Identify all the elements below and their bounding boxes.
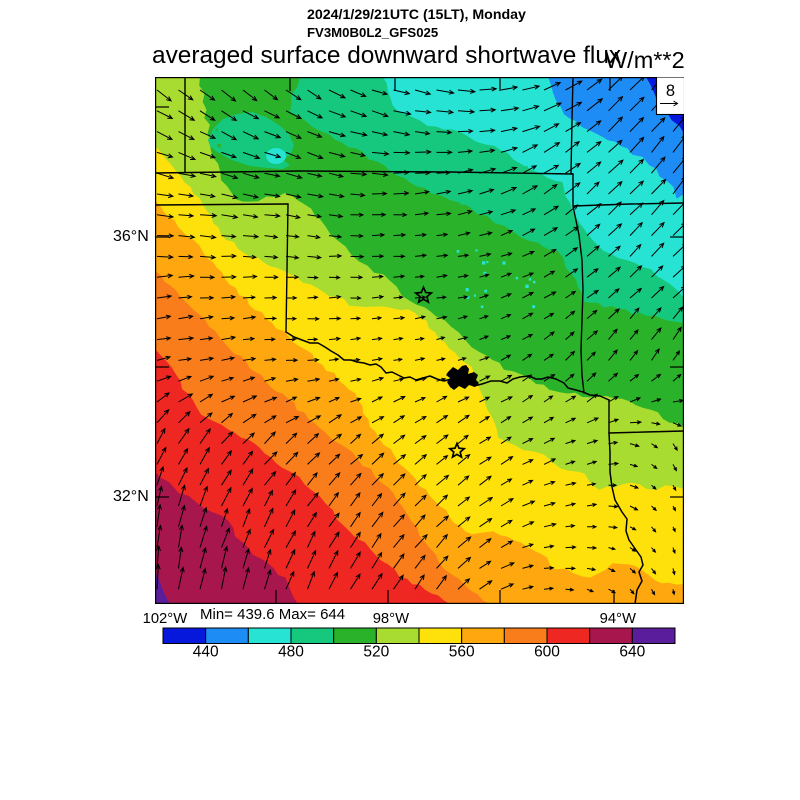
svg-text:640: 640 [619, 644, 645, 661]
svg-text:8: 8 [666, 82, 675, 100]
svg-text:440: 440 [193, 644, 219, 661]
svg-text:600: 600 [534, 644, 560, 661]
svg-text:520: 520 [363, 644, 389, 661]
svg-text:480: 480 [278, 644, 304, 661]
svg-text:560: 560 [449, 644, 475, 661]
